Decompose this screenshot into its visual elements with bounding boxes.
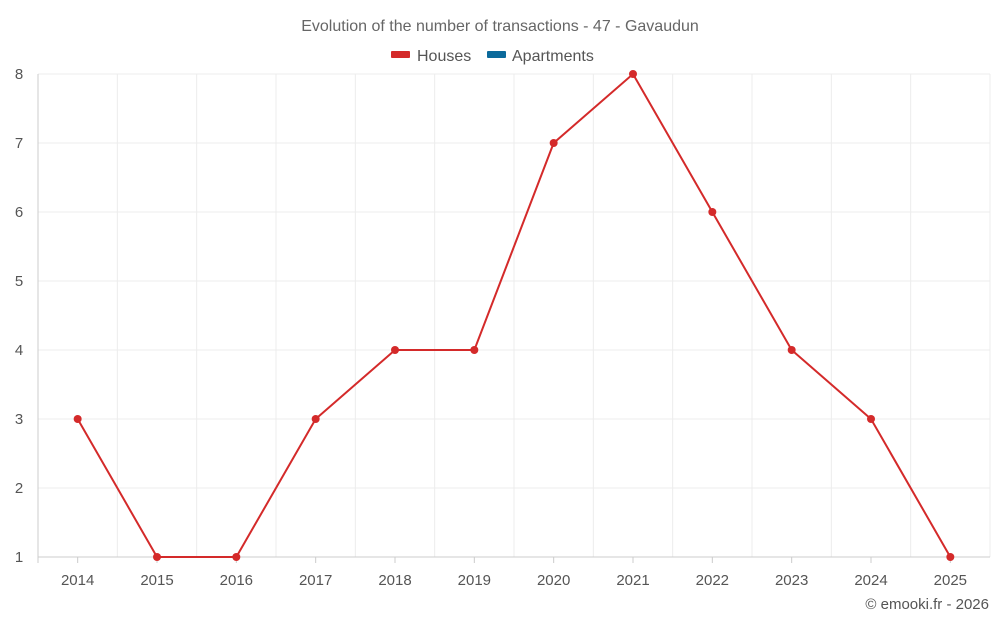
x-tick-label: 2023	[775, 572, 808, 589]
y-tick-label: 1	[15, 549, 23, 566]
x-tick-label: 2014	[61, 572, 94, 589]
data-point[interactable]	[946, 553, 955, 561]
data-point[interactable]	[708, 208, 717, 216]
data-point[interactable]	[549, 139, 558, 147]
y-tick-label: 2	[15, 480, 23, 497]
x-tick-label: 2017	[299, 572, 332, 589]
legend: Houses Apartments	[391, 48, 594, 65]
y-tick-label: 6	[15, 204, 23, 221]
legend-label-houses: Houses	[417, 48, 471, 65]
y-tick-label: 5	[15, 273, 23, 290]
x-tick-label: 2021	[616, 572, 649, 589]
legend-item-houses[interactable]: Houses	[391, 48, 471, 65]
y-tick-label: 8	[15, 66, 23, 83]
y-tick-label: 4	[15, 342, 23, 359]
data-point[interactable]	[391, 346, 399, 354]
data-point[interactable]	[867, 415, 875, 423]
data-point[interactable]	[73, 415, 82, 423]
legend-swatch-apartments	[487, 51, 506, 58]
credit-text: © emooki.fr - 2026	[865, 596, 989, 613]
series-houses	[73, 70, 955, 561]
x-tick-label: 2016	[220, 572, 253, 589]
legend-swatch-houses	[391, 51, 410, 58]
x-tick-label: 2020	[537, 572, 570, 589]
data-point[interactable]	[153, 553, 161, 561]
x-tick-label: 2022	[696, 572, 729, 589]
axes: 1 2 3 4 5 6 7 8 2014 2015 2016 2017 2018 2019 2020 2021…	[15, 66, 990, 589]
legend-item-apartments[interactable]: Apartments	[487, 48, 594, 65]
y-tick-label: 7	[15, 135, 23, 152]
series-line-houses	[76, 72, 952, 558]
gridlines	[37, 73, 991, 557]
data-point[interactable]	[470, 346, 479, 354]
x-tick-label: 2025	[934, 572, 967, 589]
x-tick-label: 2018	[378, 572, 411, 589]
data-point[interactable]	[629, 70, 637, 78]
x-tick-label: 2024	[854, 572, 887, 589]
x-tick-label: 2015	[140, 572, 173, 589]
x-tick-label: 2019	[458, 572, 491, 589]
legend-label-apartments: Apartments	[512, 48, 594, 65]
data-point[interactable]	[787, 346, 796, 354]
chart-title: Evolution of the number of transactions …	[301, 18, 699, 35]
data-point[interactable]	[232, 553, 241, 561]
y-tick-label: 3	[15, 411, 23, 428]
data-point[interactable]	[311, 415, 320, 423]
